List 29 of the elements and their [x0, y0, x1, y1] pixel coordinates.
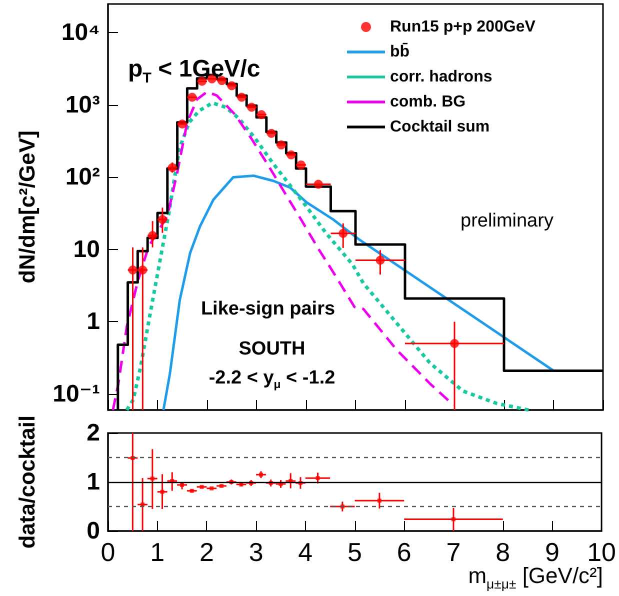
annotation: preliminary: [460, 210, 554, 232]
legend-label: corr. hadrons: [390, 68, 492, 86]
legend-label: bb̄: [390, 42, 410, 60]
y-axis-title: dN/dm[c²/GeV]: [14, 130, 40, 284]
y-axis-title: data/cocktail: [14, 415, 40, 549]
annotation: p$_{T}$ < 1GeV/c: [128, 56, 260, 88]
x-tick-label: 5: [348, 537, 362, 567]
legend-label: Cocktail sum: [390, 118, 490, 136]
x-tick-label: 4: [298, 537, 313, 567]
y-tick-label: 1: [86, 308, 100, 336]
x-tick-label: 6: [396, 537, 412, 567]
x-tick-label: 2: [199, 537, 214, 567]
y-tick-label: 10³: [65, 91, 100, 118]
y-tick-label: 0: [86, 518, 100, 544]
y-tick-label: 10⁴: [61, 19, 100, 46]
y-tick-label: 10²: [65, 164, 100, 191]
y-tick-label: 1: [86, 468, 100, 496]
x-tick-label: 1: [150, 537, 165, 567]
annotation: SOUTH: [238, 338, 306, 360]
x-tick-label: 7: [446, 537, 461, 567]
y-tick-label: 10⁻¹: [52, 380, 100, 408]
y-tick-label: 10: [73, 236, 100, 263]
legend-label: Run15 p+p 200GeV: [390, 18, 536, 36]
annotation: -2.2 < y$_{μ}$ < -1.2: [208, 367, 336, 392]
y-tick-label: 2: [86, 420, 100, 446]
x-tick-label: 3: [248, 537, 264, 567]
annotation: Like-sign pairs: [200, 298, 336, 320]
line-series: [162, 174, 555, 412]
legend-label: comb. BG: [390, 94, 466, 110]
